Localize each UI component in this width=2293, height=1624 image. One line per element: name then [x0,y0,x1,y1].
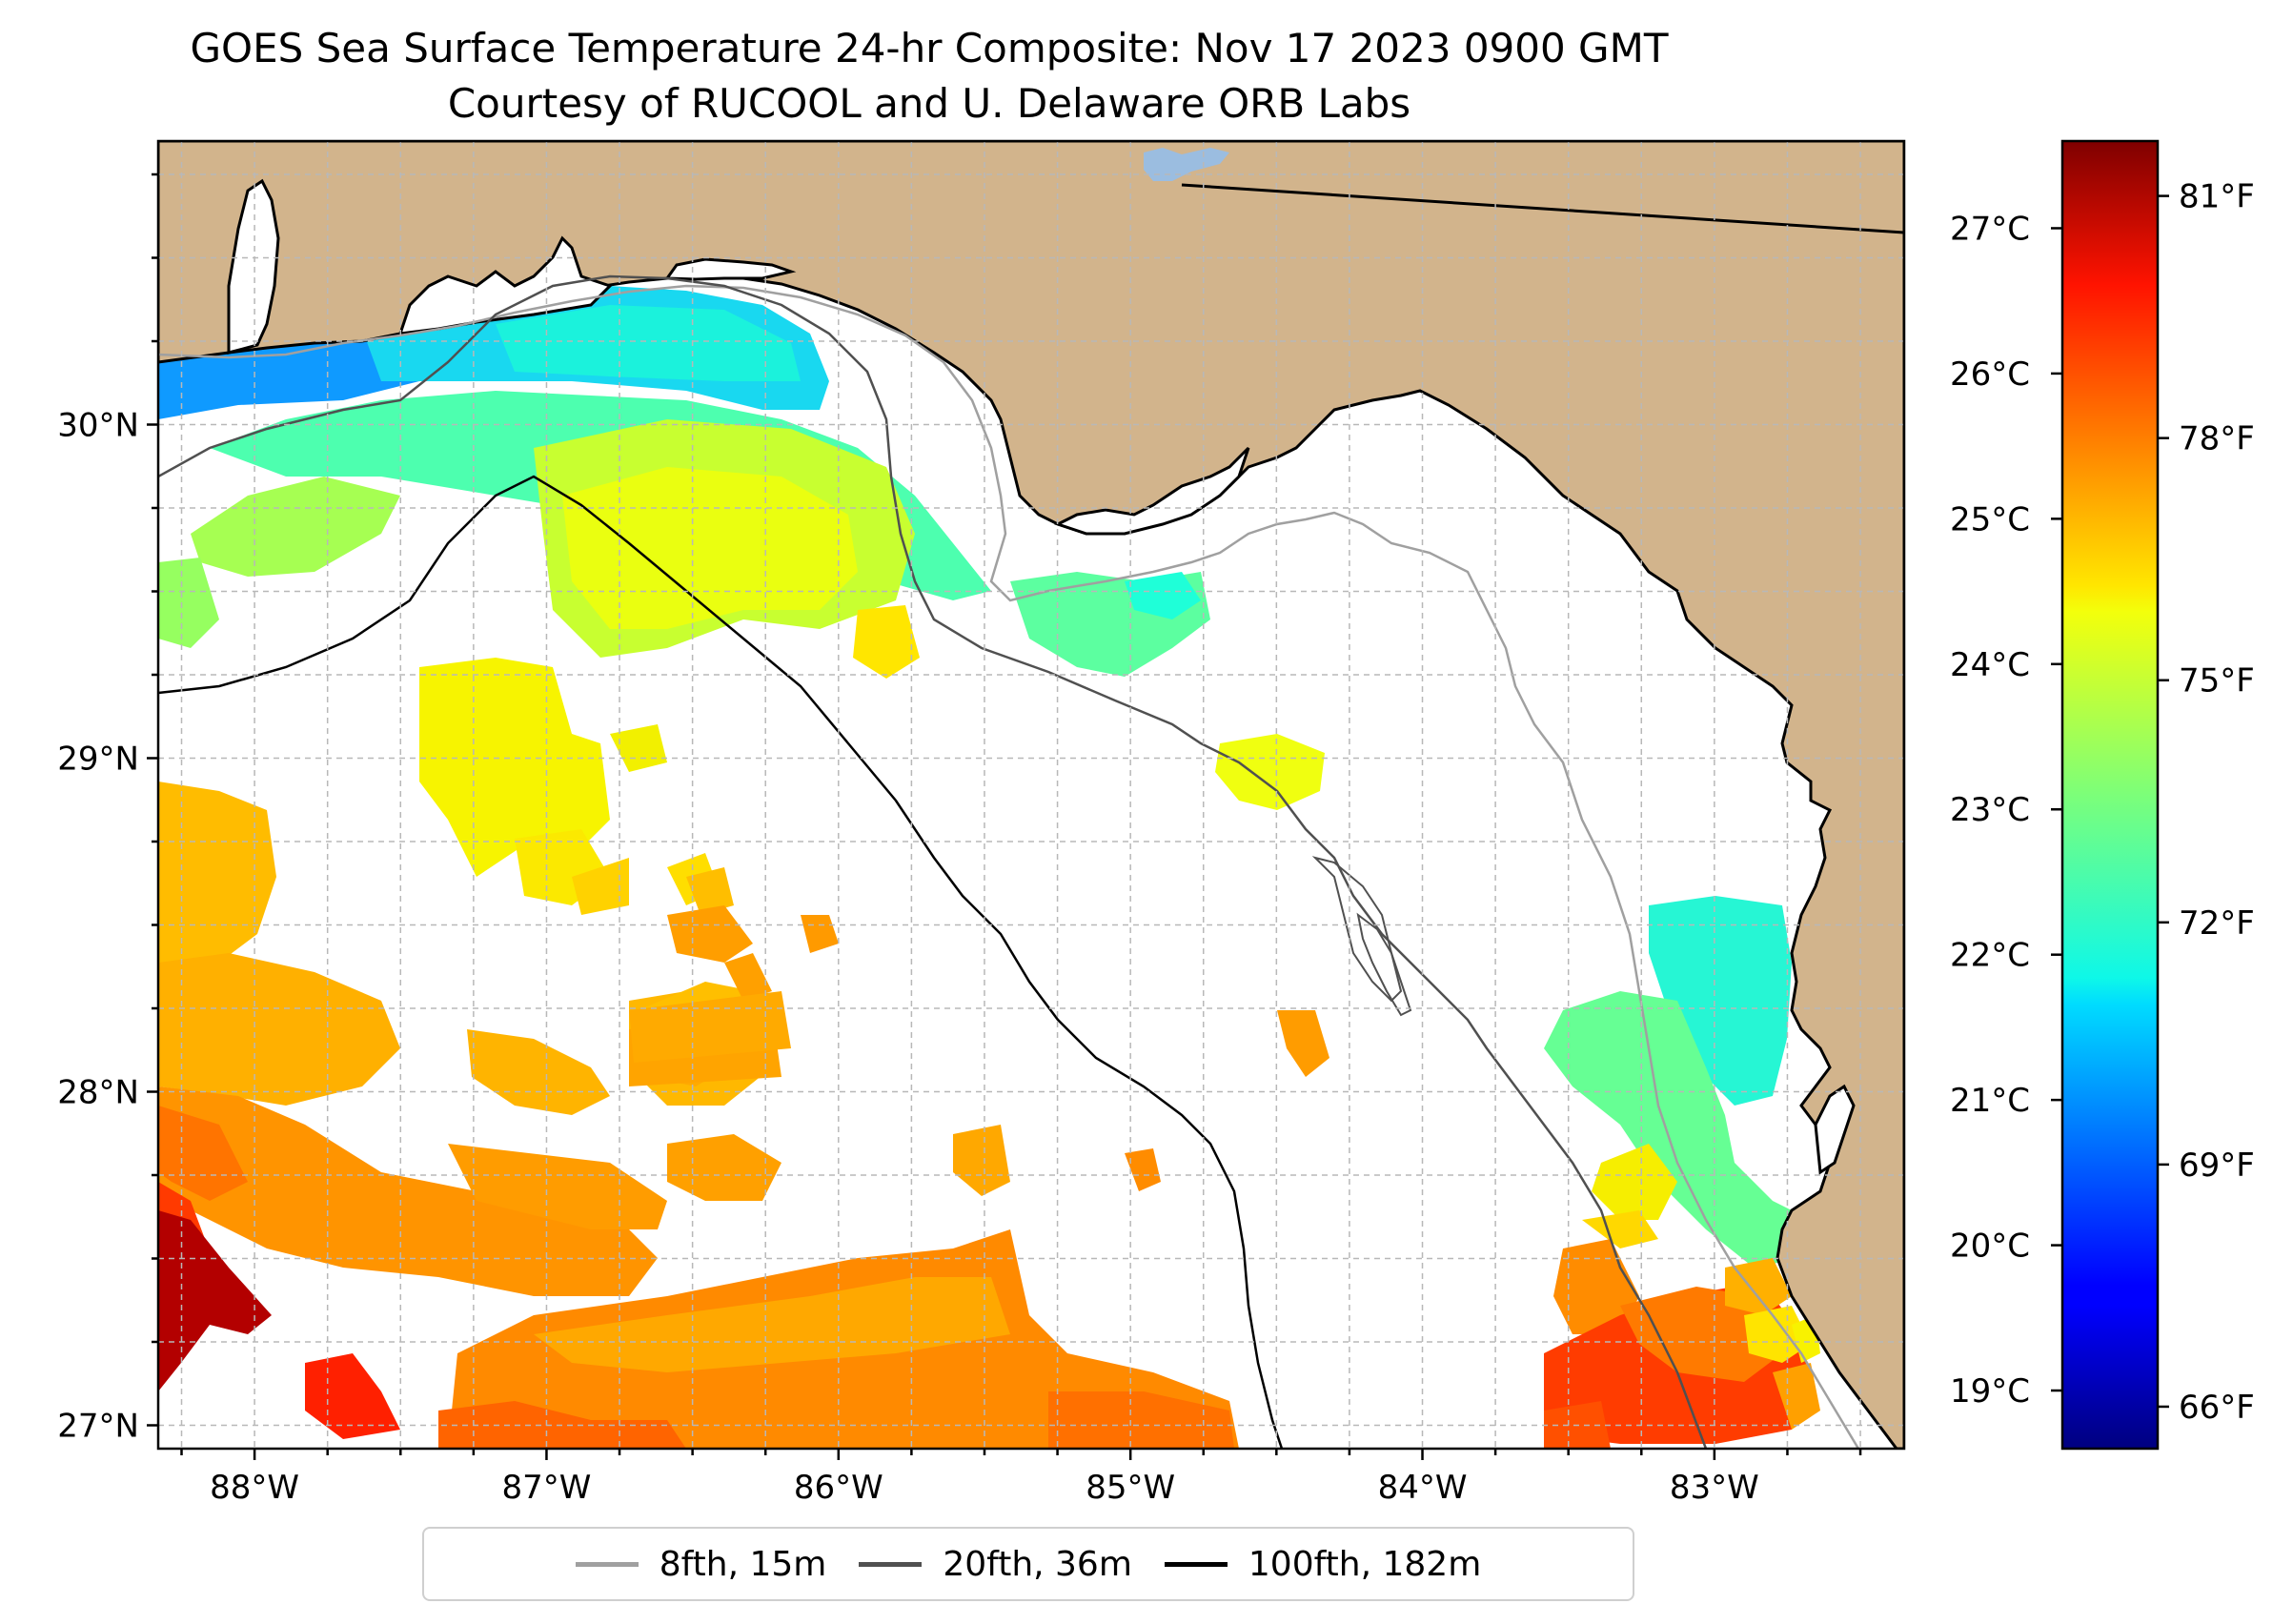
tampa-bay [1814,1084,1856,1175]
lon-tick-label: 85°W [1086,1469,1175,1507]
sst-patch [1277,1010,1329,1077]
sst-patch [1592,1144,1677,1220]
sst-patch [572,858,629,915]
sst-patch [1582,1210,1658,1248]
sst-patch [953,1125,1010,1196]
legend-swatch [1164,1561,1228,1567]
fahrenheit-tick-label: 81°F [2179,178,2255,216]
lon-tick-label: 87°W [502,1469,592,1507]
page-subtitle: Courtesy of RUCOOL and U. Delaware ORB L… [447,80,1411,127]
sst-patch [562,467,858,629]
lat-tick-label: 30°N [57,407,139,445]
lon-tick-label: 84°W [1378,1469,1468,1507]
pensacola-bay [397,235,613,335]
choctawhatchee-bay [664,257,797,281]
sst-data-layer [158,286,1820,1449]
legend-item-20fth: 20fth, 36m [859,1545,1132,1584]
legend-item-100fth: 100fth, 182m [1164,1544,1482,1584]
legend-label: 20fth, 36m [943,1544,1132,1584]
sst-patch [724,953,772,1001]
sst-patch [158,782,276,963]
sst-patch [158,1086,658,1296]
lon-tick-label: 86°W [794,1469,883,1507]
sst-patch [1048,1391,1234,1449]
mobile-bay [227,178,280,355]
celsius-tick-label: 20°C [1950,1228,2030,1266]
colorbar-celsius-axis: 27°C 26°C 25°C 24°C 23°C 22°C 21°C 20°C 19°C [1950,210,2062,1411]
fahrenheit-tick-label: 72°F [2179,904,2255,943]
sst-patch [1649,896,1792,1106]
lon-tick-label: 83°W [1670,1469,1759,1507]
sst-patch [853,605,920,679]
map-grid [158,141,1904,1449]
celsius-tick-label: 27°C [1950,210,2030,248]
lat-tick-label: 28°N [57,1074,139,1112]
colorbar [2060,139,2160,1451]
lat-axis: 30°N 29°N 28°N 27°N [57,173,158,1446]
fahrenheit-tick-label: 66°F [2179,1389,2255,1427]
sst-patch [1125,572,1201,619]
map-frame [156,139,1906,1451]
lon-tick-label: 88°W [210,1469,299,1507]
celsius-tick-label: 23°C [1950,791,2030,829]
sst-patch [158,1210,272,1391]
celsius-tick-label: 21°C [1950,1082,2030,1120]
fahrenheit-tick-label: 75°F [2179,662,2255,700]
celsius-tick-label: 24°C [1950,646,2030,684]
isobath-8fth [158,284,1860,1449]
sst-patch [1125,1148,1161,1191]
sst-patch [1215,734,1325,810]
sst-patch [158,1106,248,1201]
sst-patch [686,867,734,915]
legend-label: 100fth, 182m [1248,1544,1482,1584]
colorbar-fahrenheit-axis: 81°F 78°F 75°F 72°F 69°F 66°F [2158,178,2255,1427]
isobath-shoal [1311,856,1403,1003]
isobath-100fth [158,475,1284,1449]
sst-patch [1744,1306,1811,1363]
isobath-20fth [158,274,1708,1449]
sst-patch [158,558,219,648]
celsius-tick-label: 26°C [1950,355,2030,394]
lat-tick-label: 29°N [57,741,139,779]
page-title: GOES Sea Surface Temperature 24-hr Compo… [190,25,1669,71]
sst-patch [1620,1287,1782,1382]
sst-patch [496,305,801,381]
sst-patch [158,953,400,1106]
fahrenheit-tick-label: 78°F [2179,420,2255,458]
sst-patch [448,1144,667,1229]
sst-patch [419,658,610,877]
sst-patch [610,724,667,772]
legend-swatch [575,1561,639,1567]
isobath-shoal [1356,912,1412,1017]
sst-patch [305,1353,400,1439]
isobath-legend: 8fth, 15m 20fth, 36m 100fth, 182m [422,1527,1634,1601]
lon-axis: 88°W 87°W 86°W 85°W 84°W 83°W [180,1449,1862,1507]
sst-patch [467,1029,610,1115]
sst-patch [667,905,753,963]
celsius-tick-label: 22°C [1950,937,2030,975]
sst-patch [191,477,400,577]
sst-patch [1773,1363,1820,1430]
sst-patch [667,1134,781,1201]
fahrenheit-tick-label: 69°F [2179,1147,2255,1185]
legend-label: 8fth, 15m [659,1544,827,1584]
sst-patch [1725,1258,1792,1315]
celsius-tick-label: 19°C [1950,1372,2030,1411]
apalachee-bay [1054,446,1250,536]
lake-seminole [1144,148,1229,181]
legend-item-8fth: 8fth, 15m [575,1544,827,1584]
sst-patch [1544,991,1811,1268]
lat-tick-label: 27°N [57,1408,139,1446]
sst-patch [534,1277,1010,1372]
state-boundary [1181,183,1904,234]
title-block: GOES Sea Surface Temperature 24-hr Compo… [95,21,1763,132]
celsius-tick-label: 25°C [1950,500,2030,538]
legend-swatch [859,1561,923,1567]
